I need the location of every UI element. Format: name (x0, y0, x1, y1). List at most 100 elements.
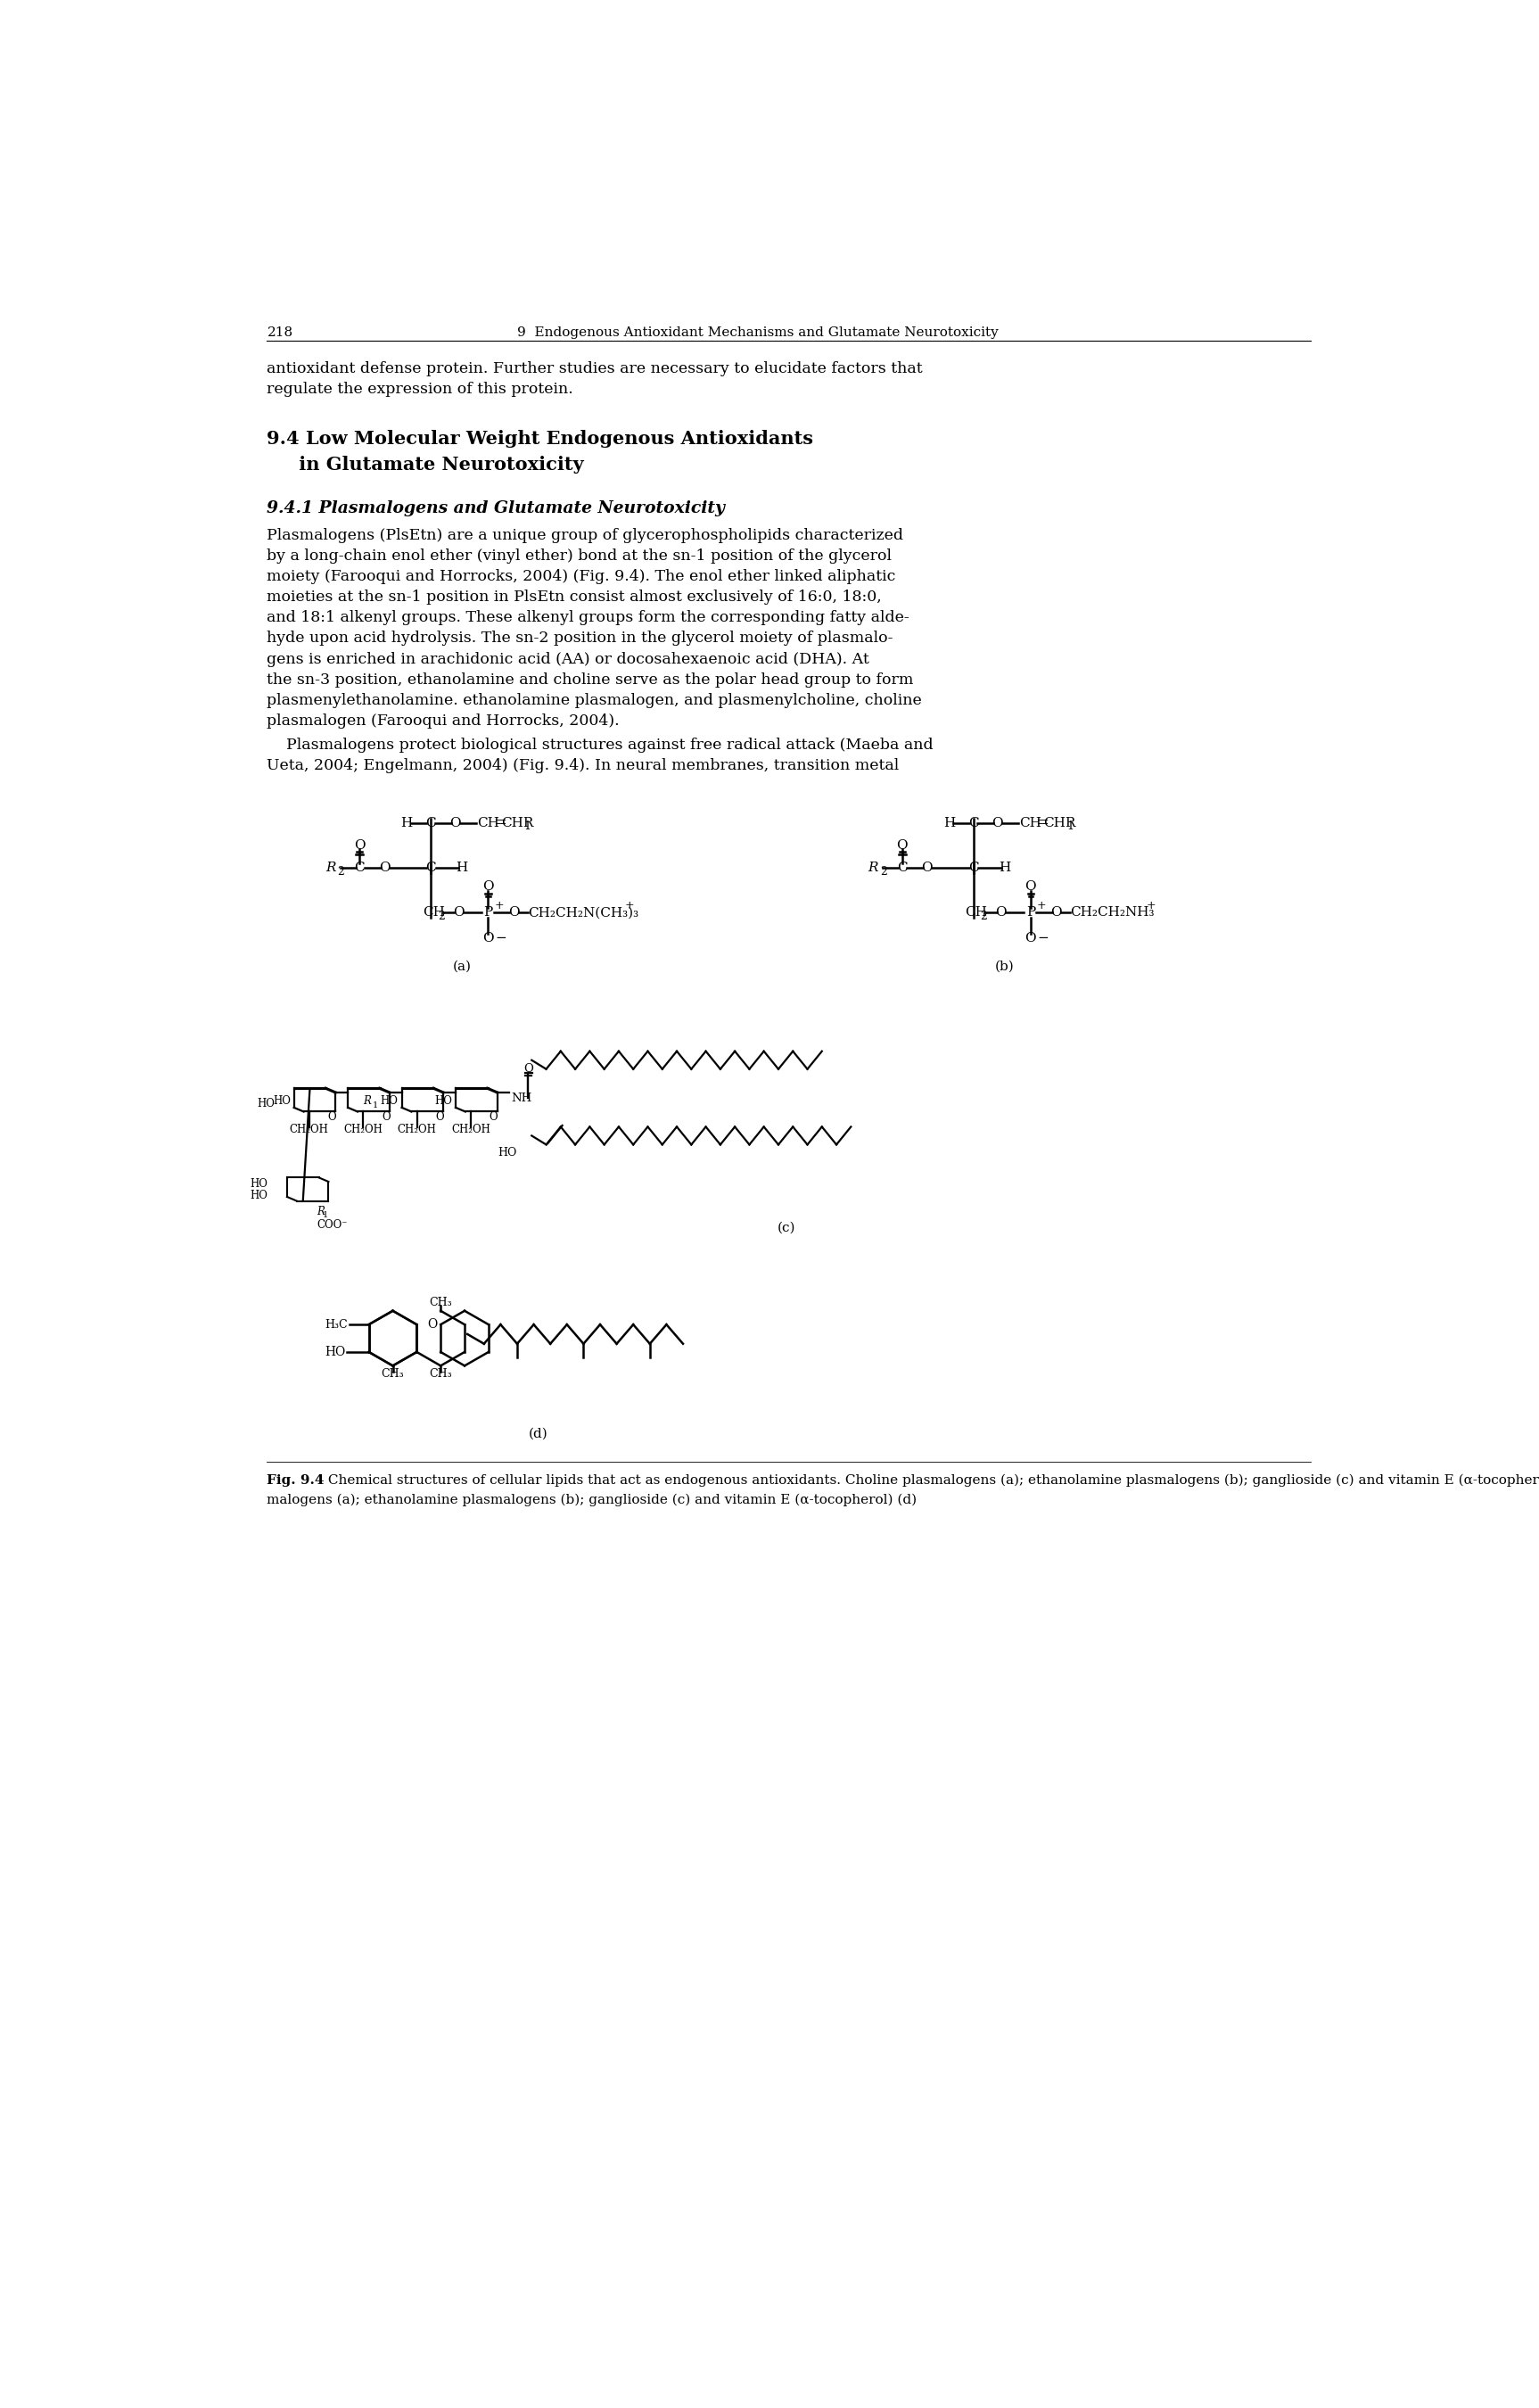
Text: gens is enriched in arachidonic acid (AA) or docosahexaenoic acid (DHA). At: gens is enriched in arachidonic acid (AA… (266, 653, 870, 667)
Text: C: C (968, 862, 979, 874)
Text: hyde upon acid hydrolysis. The sn-2 position in the glycerol moiety of plasmalo-: hyde upon acid hydrolysis. The sn-2 posi… (266, 631, 894, 645)
Text: O: O (328, 1112, 336, 1122)
Text: and 18:1 alkenyl groups. These alkenyl groups form the corresponding fatty alde-: and 18:1 alkenyl groups. These alkenyl g… (266, 609, 910, 626)
Text: CH₂CH₂N(CH₃)₃: CH₂CH₂N(CH₃)₃ (528, 905, 639, 920)
Text: Plasmalogens (PlsEtn) are a unique group of glycerophospholipids characterized: Plasmalogens (PlsEtn) are a unique group… (266, 527, 903, 544)
Text: NH: NH (511, 1093, 531, 1103)
Text: H: H (400, 816, 412, 828)
Text: +: + (1147, 901, 1156, 913)
Text: Plasmalogens protect biological structures against free radical attack (Maeba an: Plasmalogens protect biological structur… (266, 737, 934, 754)
Text: HO: HO (325, 1346, 346, 1358)
Text: CH₂OH: CH₂OH (451, 1125, 491, 1137)
Text: Ueta, 2004; Engelmann, 2004) (Fig. 9.4). In neural membranes, transition metal: Ueta, 2004; Engelmann, 2004) (Fig. 9.4).… (266, 759, 899, 773)
Text: CH: CH (423, 905, 445, 920)
Text: COO⁻: COO⁻ (317, 1218, 348, 1230)
Text: antioxidant defense protein. Further studies are necessary to elucidate factors : antioxidant defense protein. Further stu… (266, 361, 923, 376)
Text: CH₃: CH₃ (382, 1368, 405, 1380)
Text: −: − (496, 932, 506, 944)
Text: +: + (625, 901, 634, 913)
Text: P: P (483, 905, 492, 920)
Text: 9  Endogenous Antioxidant Mechanisms and Glutamate Neurotoxicity: 9 Endogenous Antioxidant Mechanisms and … (517, 327, 999, 340)
Text: Fig. 9.4: Fig. 9.4 (266, 1474, 325, 1486)
Text: H₃C: H₃C (325, 1320, 348, 1329)
Text: C: C (426, 816, 436, 828)
Text: by a long-chain enol ether (vinyl ether) bond at the sn-1 position of the glycer: by a long-chain enol ether (vinyl ether)… (266, 549, 893, 563)
Text: CH₃: CH₃ (429, 1298, 452, 1308)
Text: O: O (1025, 932, 1036, 944)
Text: 2: 2 (437, 910, 445, 922)
Text: H: H (943, 816, 956, 828)
Text: +: + (494, 901, 503, 913)
Text: malogens (a); ethanolamine plasmalogens (b); ganglioside (c) and vitamin E (α-to: malogens (a); ethanolamine plasmalogens … (266, 1493, 917, 1507)
Text: O: O (436, 1112, 445, 1122)
Text: P: P (1027, 905, 1036, 920)
Text: C: C (354, 862, 365, 874)
Text: HO: HO (249, 1190, 268, 1202)
Text: CH₂CH₂NH₃: CH₂CH₂NH₃ (1070, 905, 1154, 920)
Text: (b): (b) (994, 961, 1014, 973)
Text: O: O (483, 881, 494, 893)
Text: Chemical structures of cellular lipids that act as endogenous antioxidants. Chol: Chemical structures of cellular lipids t… (323, 1474, 1539, 1488)
Text: CH: CH (1019, 816, 1042, 828)
Text: (c): (c) (777, 1221, 796, 1233)
Text: O: O (489, 1112, 499, 1122)
Text: C: C (426, 862, 436, 874)
Text: CH₂OH: CH₂OH (343, 1125, 383, 1137)
Text: O: O (996, 905, 1007, 920)
Text: CH₂OH: CH₂OH (397, 1125, 437, 1137)
Text: CH₃: CH₃ (429, 1368, 452, 1380)
Text: O: O (922, 862, 933, 874)
Text: HO: HO (272, 1096, 291, 1108)
Text: H: H (456, 862, 468, 874)
Text: O: O (523, 1064, 532, 1074)
Text: CH₂OH: CH₂OH (289, 1125, 329, 1137)
Text: HO: HO (497, 1146, 517, 1158)
Text: O: O (449, 816, 460, 828)
Text: CH: CH (477, 816, 499, 828)
Text: O: O (452, 905, 465, 920)
Text: =: = (1036, 816, 1048, 831)
Text: 218: 218 (266, 327, 292, 340)
Text: O: O (991, 816, 1003, 828)
Text: HO: HO (257, 1098, 274, 1110)
Text: R: R (325, 862, 336, 874)
Text: 9.4 Low Molecular Weight Endogenous Antioxidants: 9.4 Low Molecular Weight Endogenous Anti… (266, 429, 814, 448)
Text: (a): (a) (452, 961, 471, 973)
Text: HO: HO (380, 1096, 399, 1108)
Text: regulate the expression of this protein.: regulate the expression of this protein. (266, 383, 574, 397)
Text: HO: HO (434, 1096, 452, 1108)
Text: =: = (492, 816, 506, 831)
Text: (d): (d) (528, 1428, 548, 1440)
Text: −: − (1037, 932, 1050, 944)
Text: +: + (1037, 901, 1047, 913)
Text: O: O (1025, 881, 1036, 893)
Text: in Glutamate Neurotoxicity: in Glutamate Neurotoxicity (266, 455, 585, 474)
Text: O: O (428, 1317, 437, 1332)
Text: O: O (508, 905, 519, 920)
Text: CH: CH (965, 905, 986, 920)
Text: R: R (317, 1206, 325, 1216)
Text: 1: 1 (372, 1100, 379, 1110)
Text: plasmenylethanolamine. ethanolamine plasmalogen, and plasmenylcholine, choline: plasmenylethanolamine. ethanolamine plas… (266, 694, 922, 708)
Text: C: C (897, 862, 908, 874)
Text: O: O (354, 840, 365, 852)
Text: O: O (483, 932, 494, 944)
Text: the sn-3 position, ethanolamine and choline serve as the polar head group to for: the sn-3 position, ethanolamine and chol… (266, 672, 914, 686)
Text: R: R (363, 1096, 371, 1108)
Text: 2: 2 (880, 867, 886, 879)
Text: moiety (Farooqui and Horrocks, 2004) (Fig. 9.4). The enol ether linked aliphatic: moiety (Farooqui and Horrocks, 2004) (Fi… (266, 568, 896, 585)
Text: CHR: CHR (502, 816, 534, 828)
Text: plasmalogen (Farooqui and Horrocks, 2004).: plasmalogen (Farooqui and Horrocks, 2004… (266, 713, 620, 730)
Text: 1: 1 (1067, 821, 1074, 833)
Text: O: O (896, 840, 908, 852)
Text: HO: HO (249, 1178, 268, 1190)
Text: C: C (968, 816, 979, 828)
Text: 2: 2 (980, 910, 986, 922)
Text: 9.4.1 Plasmalogens and Glutamate Neurotoxicity: 9.4.1 Plasmalogens and Glutamate Neuroto… (266, 501, 725, 518)
Text: 2: 2 (337, 867, 345, 879)
Text: R: R (868, 862, 879, 874)
Text: H: H (999, 862, 1010, 874)
Text: moieties at the sn-1 position in PlsEtn consist almost exclusively of 16:0, 18:0: moieties at the sn-1 position in PlsEtn … (266, 590, 882, 604)
Text: O: O (382, 1112, 391, 1122)
Text: O: O (1051, 905, 1062, 920)
